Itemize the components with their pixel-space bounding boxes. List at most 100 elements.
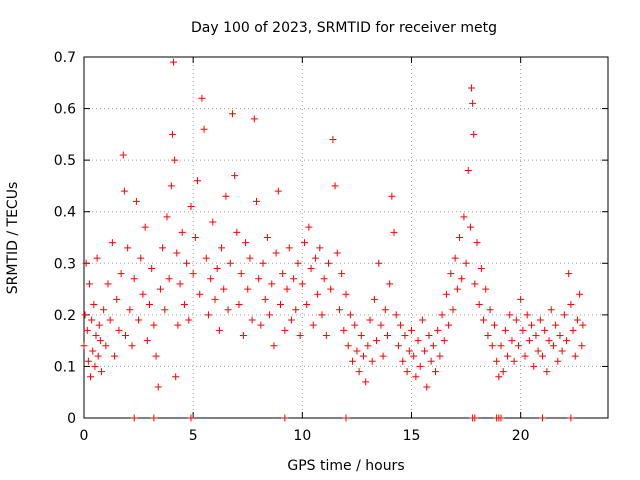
data-point xyxy=(543,368,551,376)
data-point xyxy=(196,290,204,298)
data-point xyxy=(108,239,116,247)
data-point xyxy=(460,213,468,221)
data-point xyxy=(167,182,175,190)
plot-frame xyxy=(83,56,609,419)
data-point xyxy=(261,295,269,303)
data-point xyxy=(569,326,577,334)
data-point xyxy=(473,239,481,247)
data-point xyxy=(416,362,424,370)
data-point xyxy=(388,192,396,200)
data-point xyxy=(497,414,505,422)
x-tick-label: 20 xyxy=(512,428,530,444)
data-point xyxy=(173,249,181,257)
data-point xyxy=(281,326,289,334)
data-point xyxy=(194,177,202,185)
data-point xyxy=(565,270,573,278)
data-point xyxy=(497,342,505,350)
data-point xyxy=(84,357,92,365)
data-point xyxy=(137,254,145,262)
y-tick-label: 0.6 xyxy=(54,102,76,118)
data-point xyxy=(183,259,191,267)
data-point xyxy=(294,259,302,267)
data-point xyxy=(539,414,546,422)
data-point xyxy=(215,326,223,334)
data-point xyxy=(449,306,457,314)
data-point xyxy=(576,290,584,298)
data-point xyxy=(95,321,103,329)
data-point xyxy=(427,357,435,365)
data-point xyxy=(283,285,291,293)
data-point xyxy=(327,285,335,293)
data-point xyxy=(220,285,228,293)
data-point xyxy=(235,301,243,309)
data-point xyxy=(560,311,568,319)
data-point xyxy=(298,280,306,288)
data-point xyxy=(445,321,453,329)
data-point xyxy=(383,331,391,339)
data-point xyxy=(322,331,330,339)
data-point xyxy=(178,228,186,236)
grid-lines xyxy=(84,57,608,418)
data-point xyxy=(231,172,239,180)
data-point xyxy=(311,254,319,262)
data-point xyxy=(480,316,488,324)
data-point xyxy=(370,295,378,303)
data-point xyxy=(154,383,162,391)
data-point xyxy=(523,311,531,319)
data-point xyxy=(211,295,219,303)
data-point xyxy=(228,110,236,118)
data-point xyxy=(342,290,350,298)
data-point xyxy=(573,316,581,324)
data-point xyxy=(342,414,350,422)
data-point xyxy=(517,295,525,303)
data-point xyxy=(218,244,226,252)
data-point xyxy=(91,362,99,370)
data-point xyxy=(469,99,477,107)
data-point xyxy=(237,270,245,278)
data-point xyxy=(552,321,560,329)
data-point xyxy=(425,331,433,339)
data-point xyxy=(451,254,459,262)
data-point xyxy=(117,270,125,278)
data-point xyxy=(541,326,549,334)
data-point xyxy=(484,331,492,339)
data-point xyxy=(290,275,298,283)
data-point xyxy=(279,270,287,278)
data-point xyxy=(303,301,311,309)
data-point xyxy=(335,306,343,314)
data-point xyxy=(120,187,128,195)
data-point xyxy=(102,342,110,350)
data-point xyxy=(239,331,247,339)
data-point xyxy=(143,337,151,345)
data-point xyxy=(213,264,221,272)
data-point xyxy=(468,84,476,92)
data-point xyxy=(281,414,289,422)
data-point xyxy=(292,306,300,314)
data-point xyxy=(224,306,232,314)
data-point xyxy=(318,311,326,319)
data-point xyxy=(364,342,372,350)
data-point xyxy=(340,326,348,334)
data-point xyxy=(447,270,455,278)
data-point xyxy=(106,316,114,324)
data-point xyxy=(191,234,199,241)
data-point xyxy=(104,280,112,288)
data-point xyxy=(429,342,437,350)
data-point xyxy=(263,234,271,241)
data-point xyxy=(366,316,374,324)
data-point xyxy=(305,223,313,231)
data-point xyxy=(493,357,501,365)
y-tick-label: 0.1 xyxy=(54,359,76,375)
data-point xyxy=(202,254,210,262)
data-point xyxy=(338,270,346,278)
data-point xyxy=(373,337,381,345)
data-point xyxy=(353,347,361,355)
data-point xyxy=(301,239,309,247)
data-point xyxy=(482,285,490,293)
data-point xyxy=(242,239,250,247)
data-point xyxy=(130,414,138,422)
data-point xyxy=(285,244,293,252)
data-point xyxy=(392,311,400,319)
data-point xyxy=(362,378,370,386)
data-point xyxy=(296,331,304,339)
